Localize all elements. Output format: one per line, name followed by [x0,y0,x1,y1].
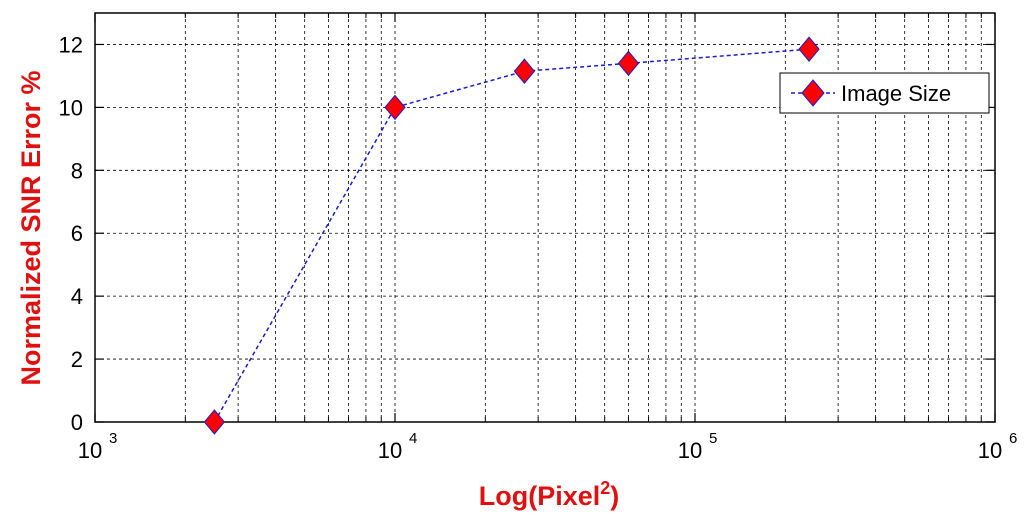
x-tick-exponent: 4 [409,430,417,447]
x-tick-exponent: 3 [109,430,117,447]
y-tick-label: 8 [71,158,83,183]
data-point [617,50,640,77]
y-tick-label: 10 [59,95,83,120]
data-point [203,409,226,435]
y-tick-label: 2 [71,347,83,372]
data-point [798,36,820,62]
data-series [203,36,820,435]
y-axis-label: Normalized SNR Error % [16,70,46,385]
legend: Image Size [779,72,990,114]
x-axis-ticks: 10 3 10 4 10 5 10 6 [78,13,1017,463]
x-tick-label: 10 [678,438,702,463]
y-tick-label: 0 [71,410,83,435]
x-tick-exponent: 5 [709,430,717,447]
y-tick-label: 6 [71,221,83,246]
legend-marker [801,79,825,107]
legend-label: Image Size [841,81,951,106]
x-tick-label: 10 [378,438,402,463]
x-tick-label: 10 [78,438,102,463]
grid-lines [95,13,995,422]
plot-frame [94,12,996,423]
plot-border [94,12,996,423]
y-tick-label: 12 [59,32,83,57]
x-tick-label: 10 [978,438,1002,463]
data-point [384,94,406,121]
x-tick-exponent: 6 [1009,430,1017,447]
y-tick-label: 4 [71,284,83,309]
y-axis-ticks: 0 2 4 6 8 10 12 [59,32,995,435]
data-point [513,58,536,84]
x-axis-label: Log(Pixel2) [479,478,620,511]
